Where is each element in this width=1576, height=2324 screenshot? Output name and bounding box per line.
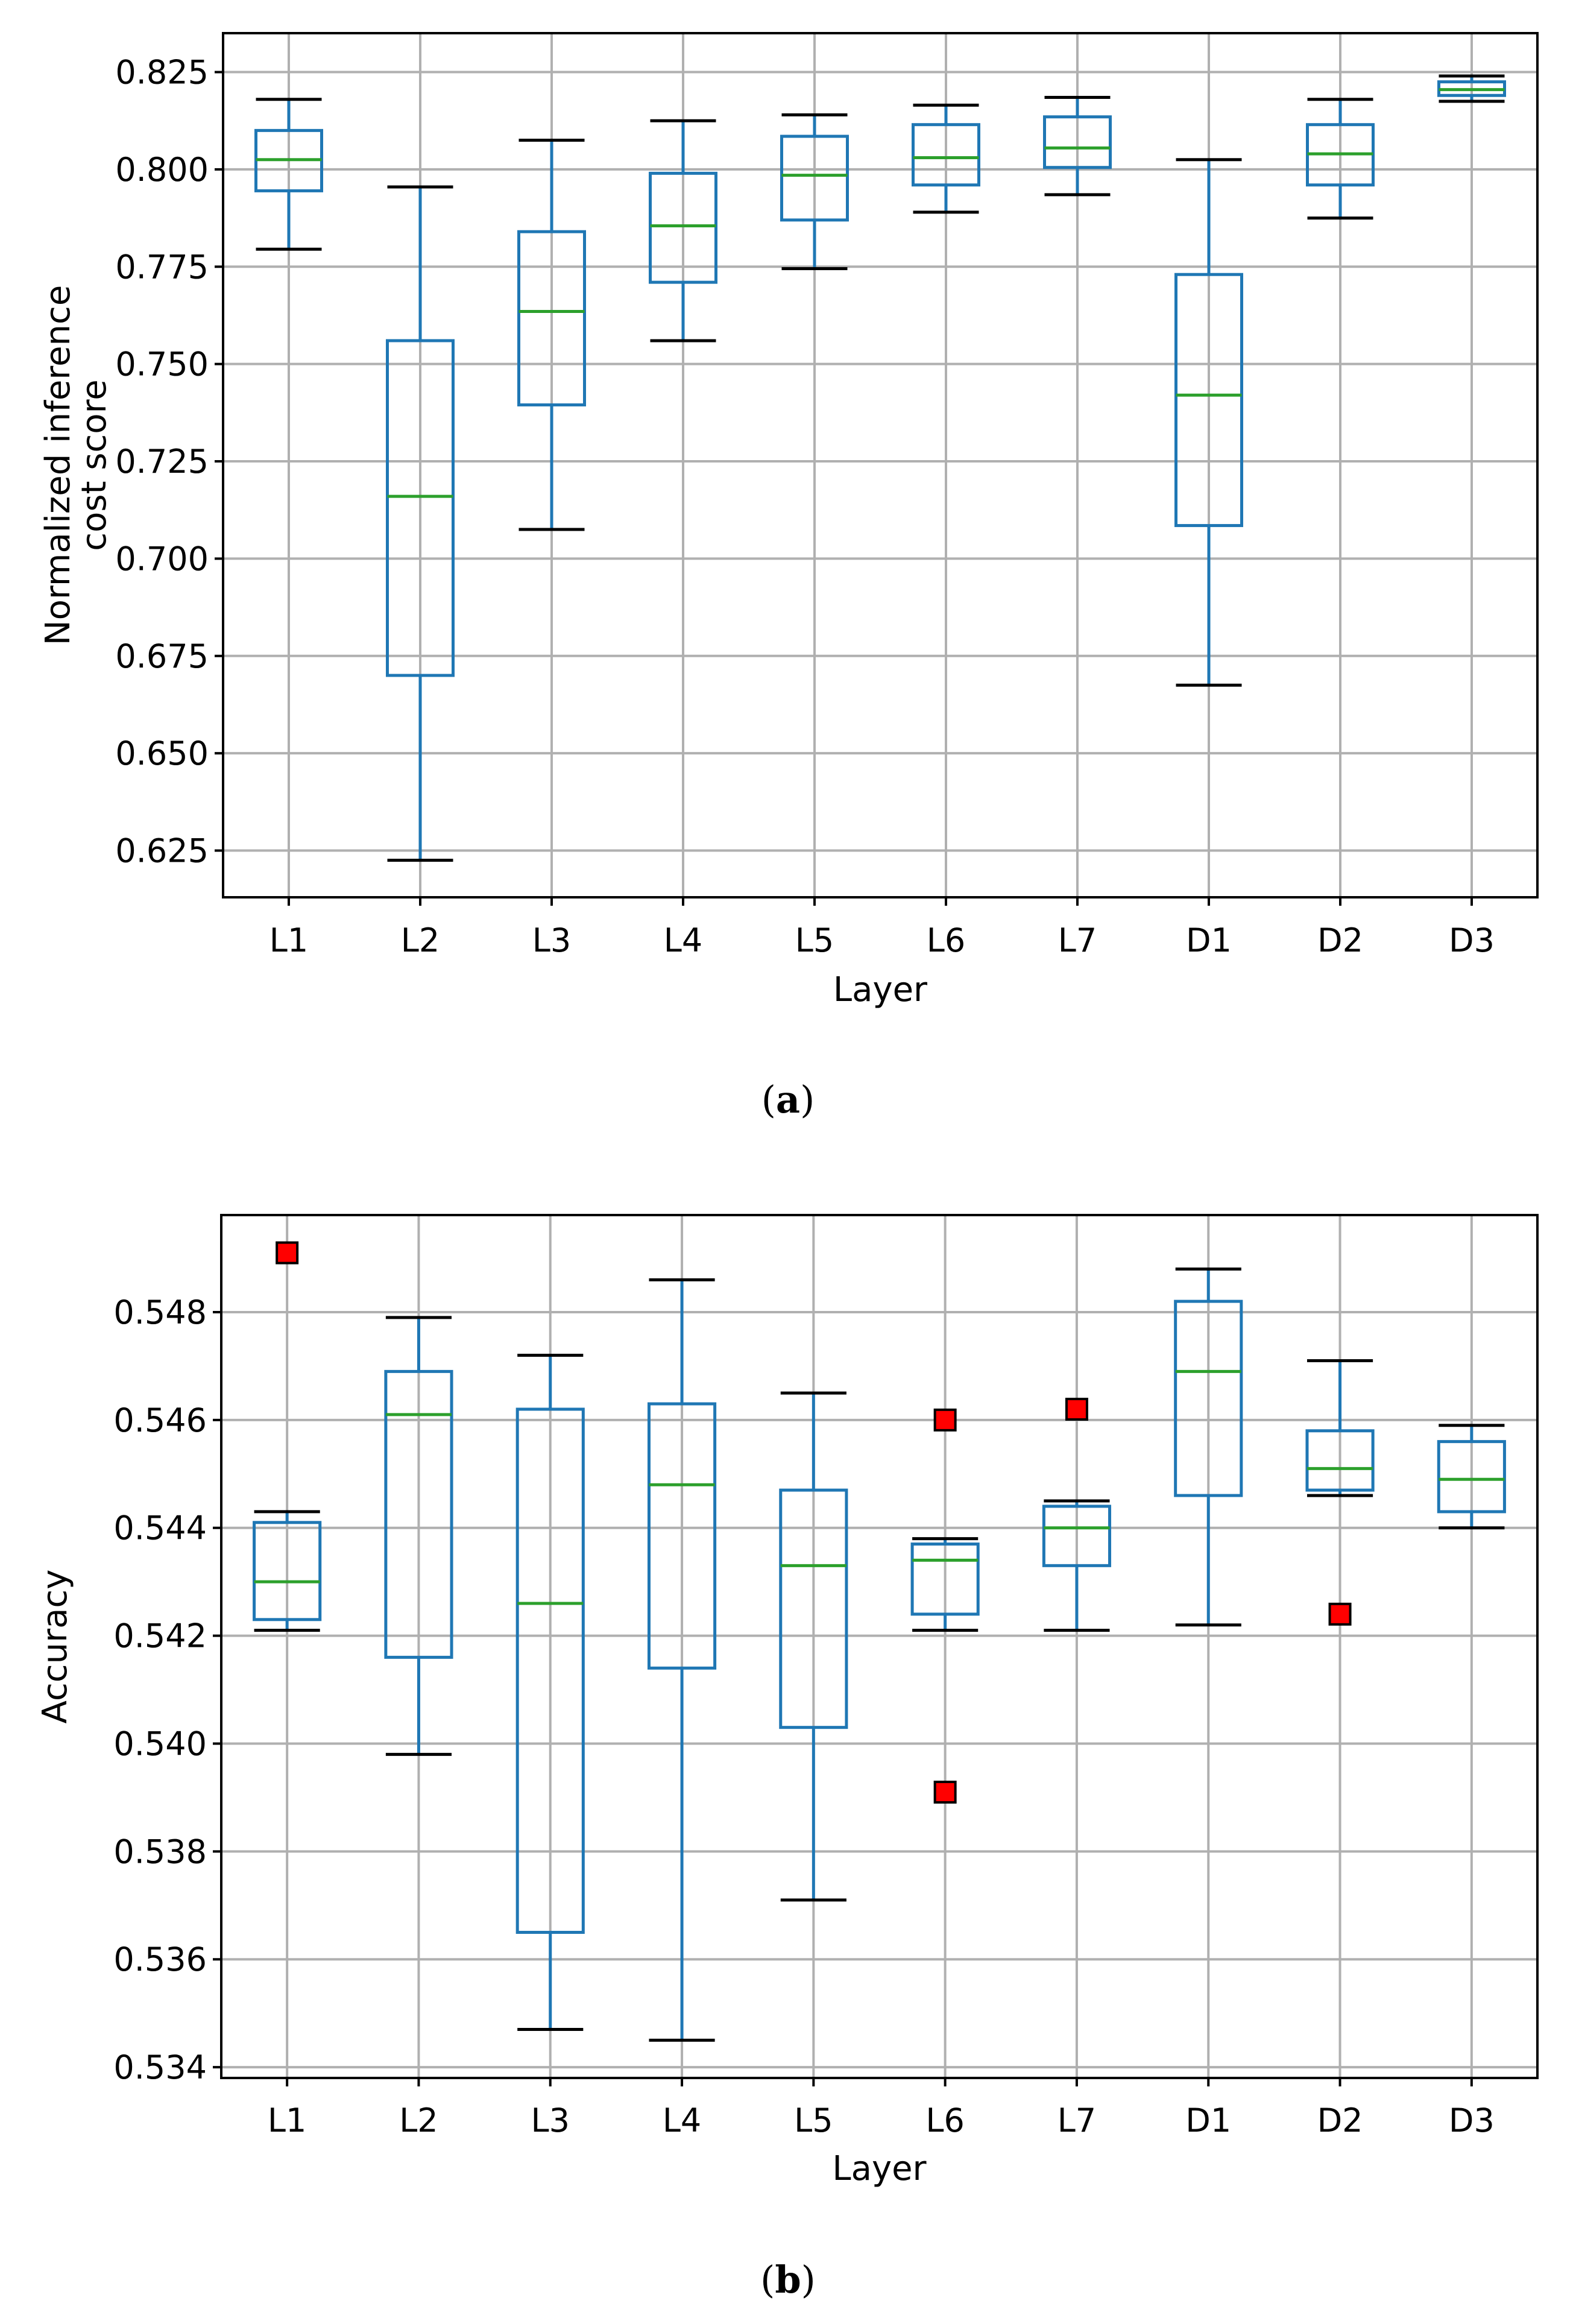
x-tick-label: D1 <box>1185 2101 1231 2139</box>
y-tick-label: 0.542 <box>113 1617 207 1655</box>
box-body <box>1305 1429 1375 1492</box>
box-l1 <box>253 1241 322 1632</box>
x-tick-label: L2 <box>399 2101 438 2139</box>
plot-frame <box>222 32 1539 898</box>
box-body <box>910 1542 980 1616</box>
y-tick-label: 0.548 <box>113 1293 207 1331</box>
caption-label: a <box>776 1078 800 1122</box>
y-tick-label: 0.534 <box>113 2048 207 2086</box>
x-tick-label: D3 <box>1449 921 1495 959</box>
x-axis-title: Layer <box>832 2149 927 2188</box>
x-tick-label: L7 <box>1058 921 1097 959</box>
x-tick-label: L4 <box>663 2101 701 2139</box>
box-body <box>912 123 980 187</box>
box-l5 <box>779 1391 848 1902</box>
outlier-marker <box>1065 1397 1088 1421</box>
box-d2 <box>1306 98 1375 220</box>
box-d1 <box>1174 158 1243 687</box>
box-body <box>386 339 455 677</box>
box-l1 <box>254 98 323 251</box>
box-l7 <box>1042 1397 1112 1632</box>
x-axis-title: Layer <box>833 970 928 1009</box>
box-d3 <box>1437 1424 1506 1530</box>
y-tick-label: 0.536 <box>113 1940 207 1978</box>
box-l6 <box>910 1408 980 1804</box>
y-tick-label: 0.546 <box>113 1401 207 1439</box>
box-l3 <box>517 139 586 531</box>
grid-lines <box>221 1215 1537 2078</box>
x-tick-label: L6 <box>927 921 965 959</box>
box-body <box>1042 1505 1112 1567</box>
box-body <box>517 230 586 406</box>
box-d2 <box>1305 1359 1375 1626</box>
y-axis-title: cost score <box>75 379 114 551</box>
box-l7 <box>1043 96 1112 197</box>
x-tick-label: L5 <box>795 921 834 959</box>
outlier-marker <box>276 1241 299 1265</box>
outlier-marker <box>1328 1602 1352 1626</box>
box-l3 <box>515 1354 585 2032</box>
box-d3 <box>1437 74 1506 103</box>
y-tick-label: 0.675 <box>115 637 209 675</box>
y-tick-label: 0.544 <box>113 1509 207 1547</box>
box-l5 <box>780 113 849 271</box>
y-tick-label: 0.825 <box>115 54 209 92</box>
figure-caption: (a) <box>761 1078 815 1122</box>
x-tick-label: D2 <box>1317 2101 1363 2139</box>
box-body <box>780 134 849 222</box>
y-tick-label: 0.700 <box>115 540 209 578</box>
y-tick-label: 0.800 <box>115 151 209 189</box>
figure-caption: (b) <box>760 2258 816 2302</box>
box-body <box>515 1407 585 1934</box>
box-body <box>1174 1299 1243 1497</box>
x-tick-label: D3 <box>1449 2101 1495 2139</box>
box-body <box>779 1488 848 1729</box>
chart-panel-b: 0.534 0.536 0.538 0.540 0.542 0.544 0.546 0.548… <box>36 1214 1539 2302</box>
plot-frame <box>220 1214 1539 2079</box>
box-body <box>253 1521 322 1621</box>
outlier-marker <box>933 1780 957 1804</box>
x-tick-label: L6 <box>925 2101 964 2139</box>
chart-panel-a: 0.625 0.650 0.675 0.700 0.725 0.750 0.775 0.800… <box>39 32 1539 1122</box>
y-axis-title: Accuracy <box>36 1570 75 1724</box>
box-body <box>647 1402 717 1670</box>
y-tick-label: 0.538 <box>113 1833 207 1871</box>
x-tick-label: L1 <box>269 921 308 959</box>
x-tick-label: D1 <box>1186 921 1232 959</box>
y-tick-label: 0.775 <box>115 248 209 286</box>
box-d1 <box>1174 1267 1243 1627</box>
x-tick-label: L3 <box>531 2101 570 2139</box>
x-tick-label: L1 <box>268 2101 306 2139</box>
box-body <box>1174 273 1243 528</box>
box-l6 <box>912 103 980 214</box>
box-l4 <box>647 1278 717 2042</box>
y-tick-label: 0.625 <box>115 832 209 870</box>
x-tick-label: D2 <box>1317 921 1363 959</box>
y-axis-title: Normalized inference <box>39 285 78 646</box>
x-tick-label: L3 <box>532 921 571 959</box>
box-body <box>649 171 717 284</box>
outlier-marker <box>933 1408 957 1432</box>
y-tick-label: 0.725 <box>115 443 209 481</box>
box-l2 <box>386 185 455 862</box>
box-body <box>1043 115 1112 169</box>
x-tick-label: L5 <box>794 2101 833 2139</box>
x-tick-label: L2 <box>401 921 440 959</box>
box-l4 <box>649 119 717 343</box>
box-body <box>384 1369 453 1659</box>
x-tick-label: L4 <box>664 921 702 959</box>
y-tick-label: 0.650 <box>115 734 209 772</box>
x-tick-label: L7 <box>1057 2101 1096 2139</box>
y-tick-label: 0.750 <box>115 346 209 384</box>
y-tick-label: 0.540 <box>113 1725 207 1763</box>
box-body <box>1437 1440 1506 1514</box>
grid-lines <box>223 33 1537 897</box>
caption-label: b <box>775 2258 801 2302</box>
box-l2 <box>384 1316 453 1756</box>
